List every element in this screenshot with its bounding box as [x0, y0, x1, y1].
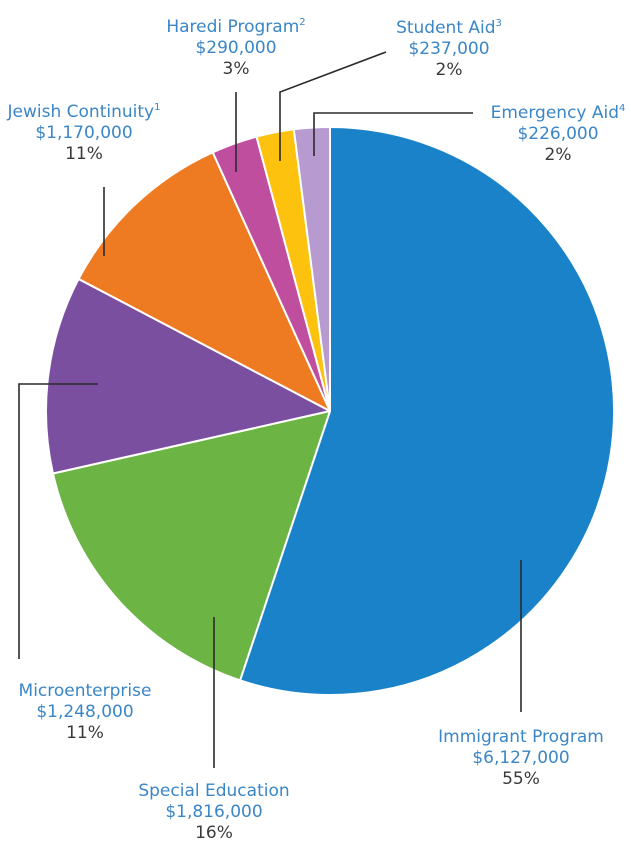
footnote-marker: 2: [299, 17, 305, 28]
slice-amount-label: $1,170,000: [35, 123, 132, 143]
slice-amount-label: $1,248,000: [36, 702, 133, 722]
pie-slice-immigrant-program: [239, 126, 615, 696]
slice-percent-label: 55%: [502, 769, 540, 789]
footnote-marker: 3: [496, 18, 502, 29]
slice-percent-label: 16%: [195, 823, 233, 843]
slice-name-label: Jewish Continuity1: [7, 102, 161, 122]
slice-percent-label: 3%: [223, 59, 250, 79]
slice-name-label: Special Education: [138, 781, 289, 801]
leader-line-microenterprise: [18, 383, 98, 659]
slice-amount-label: $226,000: [517, 124, 598, 144]
slice-name-label: Student Aid3: [396, 18, 502, 38]
slice-amount-label: $6,127,000: [472, 748, 569, 768]
slice-name-label: Immigrant Program: [438, 727, 604, 747]
slice-percent-label: 11%: [65, 144, 103, 164]
slice-percent-label: 2%: [545, 145, 572, 165]
pie-slice-special-education: [51, 410, 331, 682]
slice-percent-label: 11%: [66, 723, 104, 743]
pie-slice-emergency-aid: [292, 125, 331, 412]
footnote-marker: 4: [619, 103, 625, 114]
slice-name-label: Emergency Aid4: [491, 103, 626, 123]
slice-name-label: Haredi Program2: [166, 17, 305, 37]
slice-amount-label: $290,000: [195, 38, 276, 58]
pie-slice-microenterprise: [45, 277, 331, 475]
slice-name-label: Microenterprise: [19, 681, 152, 701]
slice-percent-label: 2%: [436, 60, 463, 80]
leader-line-student-aid: [279, 51, 387, 161]
slice-amount-label: $237,000: [408, 39, 489, 59]
slice-amount-label: $1,816,000: [165, 802, 262, 822]
leader-lines: [18, 51, 522, 768]
pie-slice-jewish-continuity: [77, 151, 331, 412]
footnote-marker: 1: [154, 102, 160, 113]
leader-line-emergency-aid: [313, 112, 473, 156]
pie-slices: [45, 125, 615, 696]
